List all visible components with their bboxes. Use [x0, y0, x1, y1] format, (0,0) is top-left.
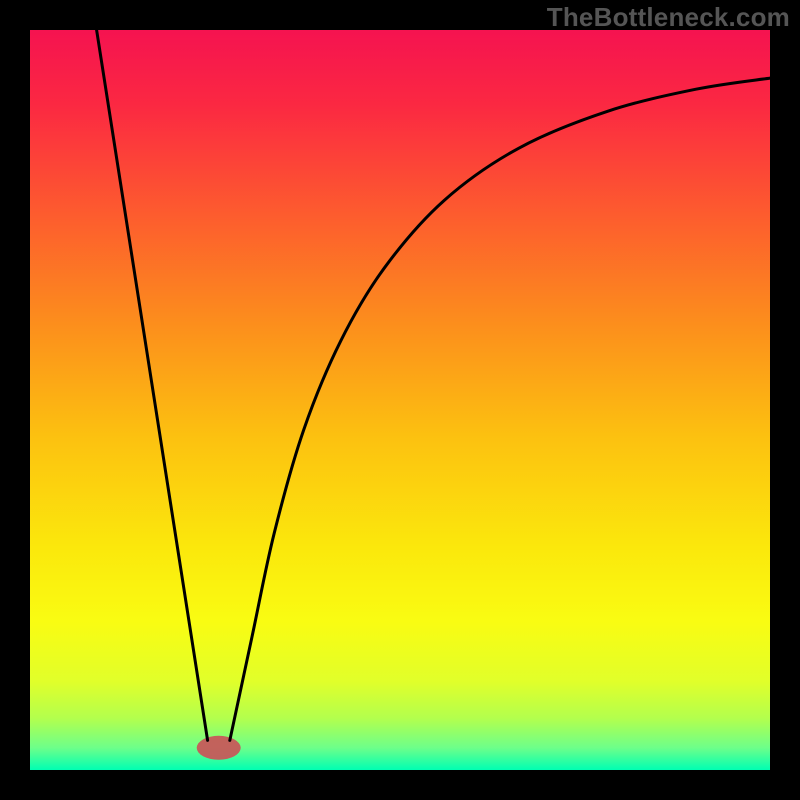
bottleneck-chart	[0, 0, 800, 800]
gradient-background	[30, 30, 770, 770]
frame-border	[770, 0, 800, 800]
vertex-marker	[197, 736, 241, 760]
watermark-text: TheBottleneck.com	[547, 2, 790, 33]
chart-root: TheBottleneck.com	[0, 0, 800, 800]
frame-border	[0, 0, 30, 800]
frame-border	[0, 770, 800, 800]
